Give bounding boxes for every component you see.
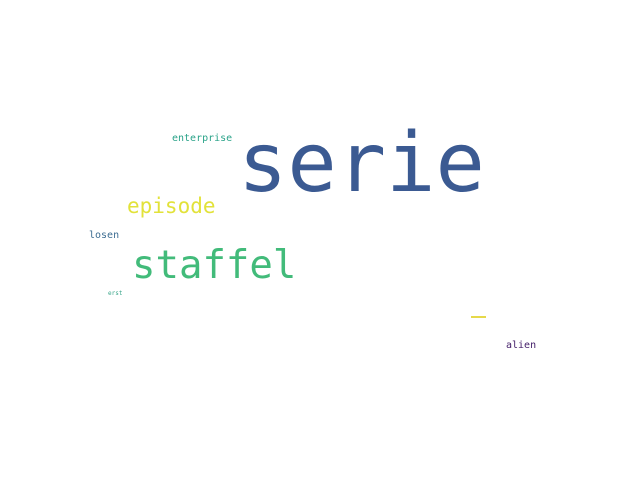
word-staffel: staffel xyxy=(132,243,297,288)
word-tiny-mark xyxy=(471,316,486,318)
word-serie: serie xyxy=(238,116,485,211)
word-erst: erst xyxy=(108,290,123,297)
word-enterprise: enterprise xyxy=(172,133,233,144)
word-episode: episode xyxy=(127,194,216,218)
word-losen: losen xyxy=(89,230,120,241)
word-alien: alien xyxy=(506,340,537,351)
